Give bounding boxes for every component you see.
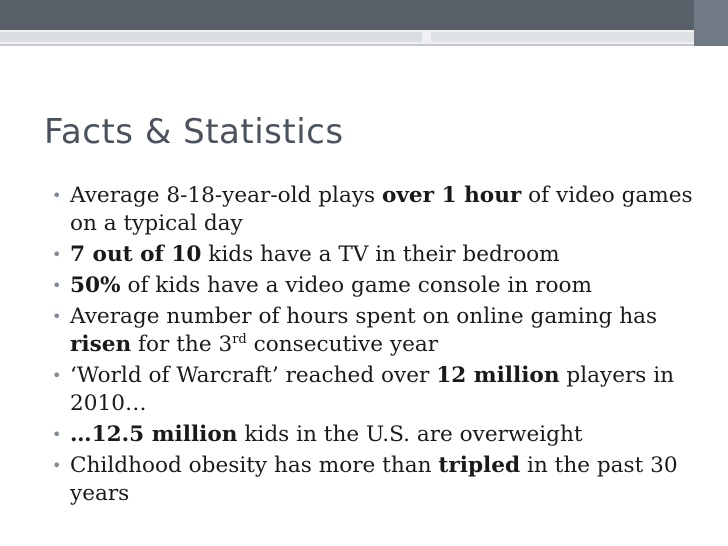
bullet-item: • Average 8-18-year-old plays over 1 hour… xyxy=(52,182,724,238)
bullet-text: of video games on a typical day xyxy=(70,183,693,236)
bullet-list: • Average 8-18-year-old plays over 1 hour… xyxy=(52,182,724,511)
bullet-text: kids have a TV in their bedroom xyxy=(201,242,560,267)
bullet-text: in the past 30 years xyxy=(70,453,678,506)
bullet-emphasis: 12 million xyxy=(436,363,560,388)
bullet-text: players in 2010… xyxy=(70,363,675,416)
bullet-emphasis: 50% xyxy=(70,273,121,298)
bullet-text: of kids have a video game console in roo… xyxy=(120,273,592,298)
bullet-text: kids in the U.S. are overweight xyxy=(237,422,583,447)
header-tab xyxy=(694,0,728,46)
bullet-item: • Average number of hours spent on online… xyxy=(52,303,724,359)
bullet-dot-icon: • xyxy=(52,366,62,385)
bullet-text: consecutive year xyxy=(246,332,439,357)
bullet-emphasis: 7 out of 10 xyxy=(70,242,202,267)
bullet-text: for the 3 xyxy=(131,332,233,357)
bullet-text: rd xyxy=(232,331,247,347)
header-block-left xyxy=(0,32,422,42)
slide-title: Facts & Statistics xyxy=(44,112,344,152)
bullet-dot-icon: • xyxy=(52,276,62,295)
bullet-dot-icon: • xyxy=(52,456,62,475)
bullet-text: Childhood obesity has more than xyxy=(70,453,439,478)
bullet-item: • ‘World of Warcraft’ reached over 12 mil… xyxy=(52,362,724,418)
bullet-item: • Childhood obesity has more than tripled… xyxy=(52,452,724,508)
bullet-text: Average number of hours spent on online … xyxy=(70,304,658,329)
bullet-emphasis: …12.5 million xyxy=(70,422,238,447)
bullet-item: • …12.5 million kids in the U.S. are over… xyxy=(52,421,724,449)
header-band xyxy=(0,0,728,30)
header-divider xyxy=(0,44,728,46)
bullet-emphasis: tripled xyxy=(438,453,521,478)
bullet-emphasis: over 1 hour xyxy=(381,183,522,208)
bullet-item: • 50% of kids have a video game console i… xyxy=(52,272,724,300)
bullet-dot-icon: • xyxy=(52,307,62,326)
bullet-emphasis: risen xyxy=(70,332,132,357)
bullet-text: ‘World of Warcraft’ reached over xyxy=(70,363,437,388)
bullet-dot-icon: • xyxy=(52,245,62,264)
bullet-text: Average 8-18-year-old plays xyxy=(70,183,382,208)
bullet-dot-icon: • xyxy=(52,186,62,205)
bullet-dot-icon: • xyxy=(52,425,62,444)
header-block-right xyxy=(431,32,728,42)
bullet-item: • 7 out of 10 kids have a TV in their bed… xyxy=(52,241,724,269)
